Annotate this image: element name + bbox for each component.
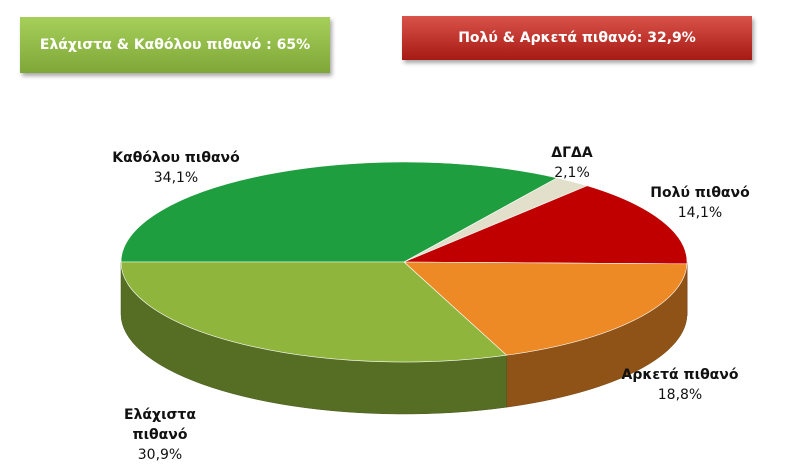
slice [120,161,558,263]
value-label: 2,1% [554,165,590,181]
category-label: Καθόλου πιθανό [112,150,240,166]
summary-box: Πολύ & Αρκετά πιθανό: 32,9% [402,16,752,60]
slice-label: Αρκετά πιθανό 18,8% [615,365,745,405]
category-label: ΔΓΔΑ [551,145,593,161]
slice-label: Πολύ πιθανό 14,1% [635,183,765,223]
summary-box: Ελάχιστα & Καθόλου πιθανό : 65% [20,17,330,73]
slice-label: ΔΓΔΑ 2,1% [507,143,637,183]
slice [120,261,508,363]
value-label: 34,1% [153,170,199,186]
category-label: Αρκετά πιθανό [621,367,739,383]
slice [403,261,688,356]
value-label: 30,9% [137,447,183,463]
value-label: 14,1% [677,205,723,221]
category-label: Πολύ πιθανό [650,185,750,201]
slice-label: Καθόλου πιθανό 34,1% [111,148,241,188]
category-label: Ελάχιστα πιθανό [124,407,196,443]
value-label: 18,8% [657,387,703,403]
slice-label: Ελάχιστα πιθανό 30,9% [95,405,225,465]
slice [403,185,688,265]
